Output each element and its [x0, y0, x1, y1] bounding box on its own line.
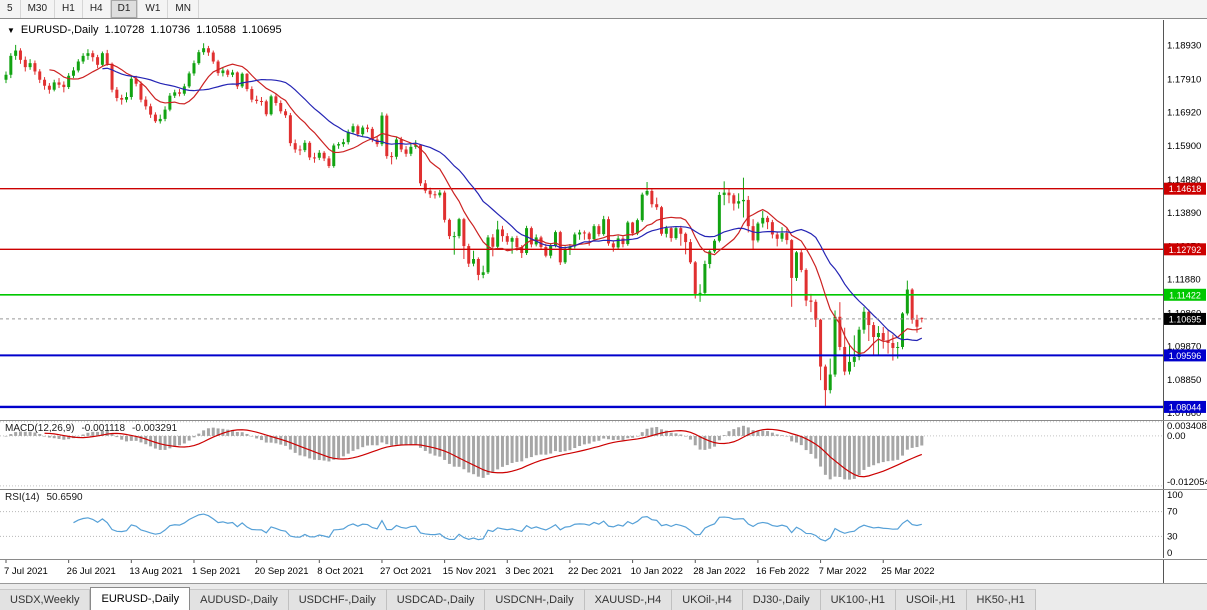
price-badge-label: 1.08044	[1169, 402, 1202, 412]
rsi-name: RSI(14)	[5, 492, 40, 503]
tab-usdcnh-daily[interactable]: USDCNH-,Daily	[485, 589, 585, 610]
timeframe-button-m30[interactable]: M30	[21, 0, 56, 18]
candles	[4, 43, 924, 407]
price-badge	[1164, 312, 1206, 325]
time-axis-labels: 7 Jul 2021 26 Jul 2021 13 Aug 2021 1 Sep 20…	[4, 560, 1164, 583]
tab-usdcad-daily[interactable]: USDCAD-,Daily	[386, 589, 486, 610]
date-label: 8 Oct 2021	[317, 566, 363, 577]
macd-value-main: -0.001118	[81, 423, 126, 434]
timeframe-button-h1[interactable]: H1	[55, 0, 83, 18]
tab-ukoil-h4[interactable]: UKOil-,H4	[672, 589, 743, 610]
timeframe-button-d1[interactable]: D1	[110, 0, 139, 18]
date-label: 3 Dec 2021	[505, 566, 554, 577]
tab-usoil-h1[interactable]: USOil-,H1	[896, 589, 967, 610]
price-tick-label: 1.13890	[1167, 208, 1201, 219]
date-label: 22 Dec 2021	[568, 566, 622, 577]
price-badge	[1164, 243, 1206, 256]
price-tick-label: 1.18930	[1167, 41, 1201, 52]
price-badge-label: 1.11422	[1169, 290, 1201, 300]
rsi-tick-label: 70	[1167, 507, 1178, 518]
date-label: 25 Mar 2022	[881, 566, 934, 577]
moving-average	[49, 63, 923, 355]
timeframe-button-5[interactable]: 5	[0, 0, 21, 18]
timeframe-button-w1[interactable]: W1	[138, 0, 169, 18]
tab-usdx-weekly[interactable]: USDX,Weekly	[0, 589, 91, 610]
timeframe-button-h4[interactable]: H4	[83, 0, 111, 18]
price-badge-label: 1.14618	[1169, 184, 1202, 194]
date-label: 7 Jul 2021	[4, 566, 48, 577]
date-label: 27 Oct 2021	[380, 566, 432, 577]
legend-symbol: EURUSD-,Daily	[20, 24, 99, 36]
macd-panel: 0.003408 0.00 -0.012054	[0, 420, 1207, 489]
date-label: 10 Jan 2022	[631, 566, 683, 577]
price-badge-label: 1.09596	[1169, 351, 1202, 361]
main-price-panel: 1.18930 1.17910 1.16920 1.15900 1.14880 1.138…	[0, 20, 1207, 420]
legend-low: 1.10588	[196, 24, 236, 36]
price-tick-label: 1.07860	[1167, 408, 1201, 419]
rsi-indicator-label: RSI(14) 50.6590	[5, 492, 83, 503]
date-label: 15 Nov 2021	[443, 566, 497, 577]
rsi-tick-label: 0	[1167, 548, 1172, 558]
chart-ohlc-legend: ▼ EURUSD-,Daily 1.10728 1.10736 1.10588 …	[7, 24, 282, 36]
price-tick-label: 1.14880	[1167, 175, 1201, 186]
moving-average	[102, 67, 923, 342]
price-badge	[1164, 400, 1206, 413]
price-badge-label: 1.10695	[1169, 314, 1202, 324]
rsi-panel: 100 70 30 0	[0, 489, 1207, 559]
timeframe-toolbar: 5 M30 H1 H4 D1 W1 MN	[0, 0, 1207, 19]
macd-value-signal: -0.003291	[132, 423, 178, 434]
macd-indicator-label: MACD(12,26,9) -0.001118 -0.003291	[5, 423, 177, 434]
price-tick-label: 1.16920	[1167, 107, 1201, 118]
symbol-tab-bar: USDX,Weekly EURUSD-,Daily AUDUSD-,Daily USD…	[0, 583, 1207, 610]
legend-open: 1.10728	[104, 24, 145, 36]
price-badge-label: 1.12792	[1169, 245, 1202, 255]
macd-tick-label: 0.003408	[1167, 421, 1207, 432]
price-tick-label: 1.08850	[1167, 375, 1201, 386]
legend-close: 1.10695	[241, 24, 282, 36]
macd-tick-label: -0.012054	[1167, 477, 1207, 488]
date-label: 26 Jul 2021	[67, 566, 116, 577]
price-badge	[1164, 349, 1206, 362]
price-badge	[1164, 182, 1206, 195]
rsi-tick-label: 30	[1167, 531, 1178, 542]
rsi-chart[interactable]: 100 70 30 0	[0, 490, 1207, 558]
price-badge	[1164, 288, 1206, 301]
tab-uk100-h1[interactable]: UK100-,H1	[820, 589, 897, 610]
date-label: 28 Jan 2022	[693, 566, 745, 577]
tab-hk50-h1[interactable]: HK50-,H1	[966, 589, 1036, 610]
price-tick-label: 1.17910	[1167, 74, 1201, 85]
time-axis[interactable]: 7 Jul 2021 26 Jul 2021 13 Aug 2021 1 Sep 20…	[0, 559, 1207, 583]
symbol-dropdown-icon[interactable]: ▼	[7, 26, 15, 35]
price-tick-label: 1.09870	[1167, 341, 1201, 352]
date-label: 7 Mar 2022	[819, 566, 867, 577]
date-label: 20 Sep 2021	[255, 566, 309, 577]
date-label: 1 Sep 2021	[192, 566, 241, 577]
tab-usdchf-daily[interactable]: USDCHF-,Daily	[288, 589, 387, 610]
date-label: 13 Aug 2021	[129, 566, 182, 577]
price-tick-label: 1.11880	[1167, 275, 1201, 286]
macd-name: MACD(12,26,9)	[5, 423, 75, 434]
timeframe-button-mn[interactable]: MN	[168, 0, 199, 18]
rsi-value: 50.6590	[46, 492, 83, 503]
price-tick-label: 1.15900	[1167, 141, 1201, 152]
rsi-tick-label: 100	[1167, 490, 1183, 501]
legend-high: 1.10736	[150, 24, 191, 36]
date-label: 16 Feb 2022	[756, 566, 809, 577]
macd-signal-line	[44, 428, 923, 478]
rsi-line	[73, 513, 922, 542]
tab-xauusd-h4[interactable]: XAUUSD-,H4	[584, 589, 673, 610]
tab-audusd-daily[interactable]: AUDUSD-,Daily	[190, 589, 289, 610]
macd-tick-label: 0.00	[1167, 431, 1186, 442]
tab-dj30-daily[interactable]: DJ30-,Daily	[742, 589, 821, 610]
main-price-chart[interactable]: 1.18930 1.17910 1.16920 1.15900 1.14880 1.138…	[0, 20, 1207, 420]
tab-eurusd-daily[interactable]: EURUSD-,Daily	[90, 587, 191, 610]
